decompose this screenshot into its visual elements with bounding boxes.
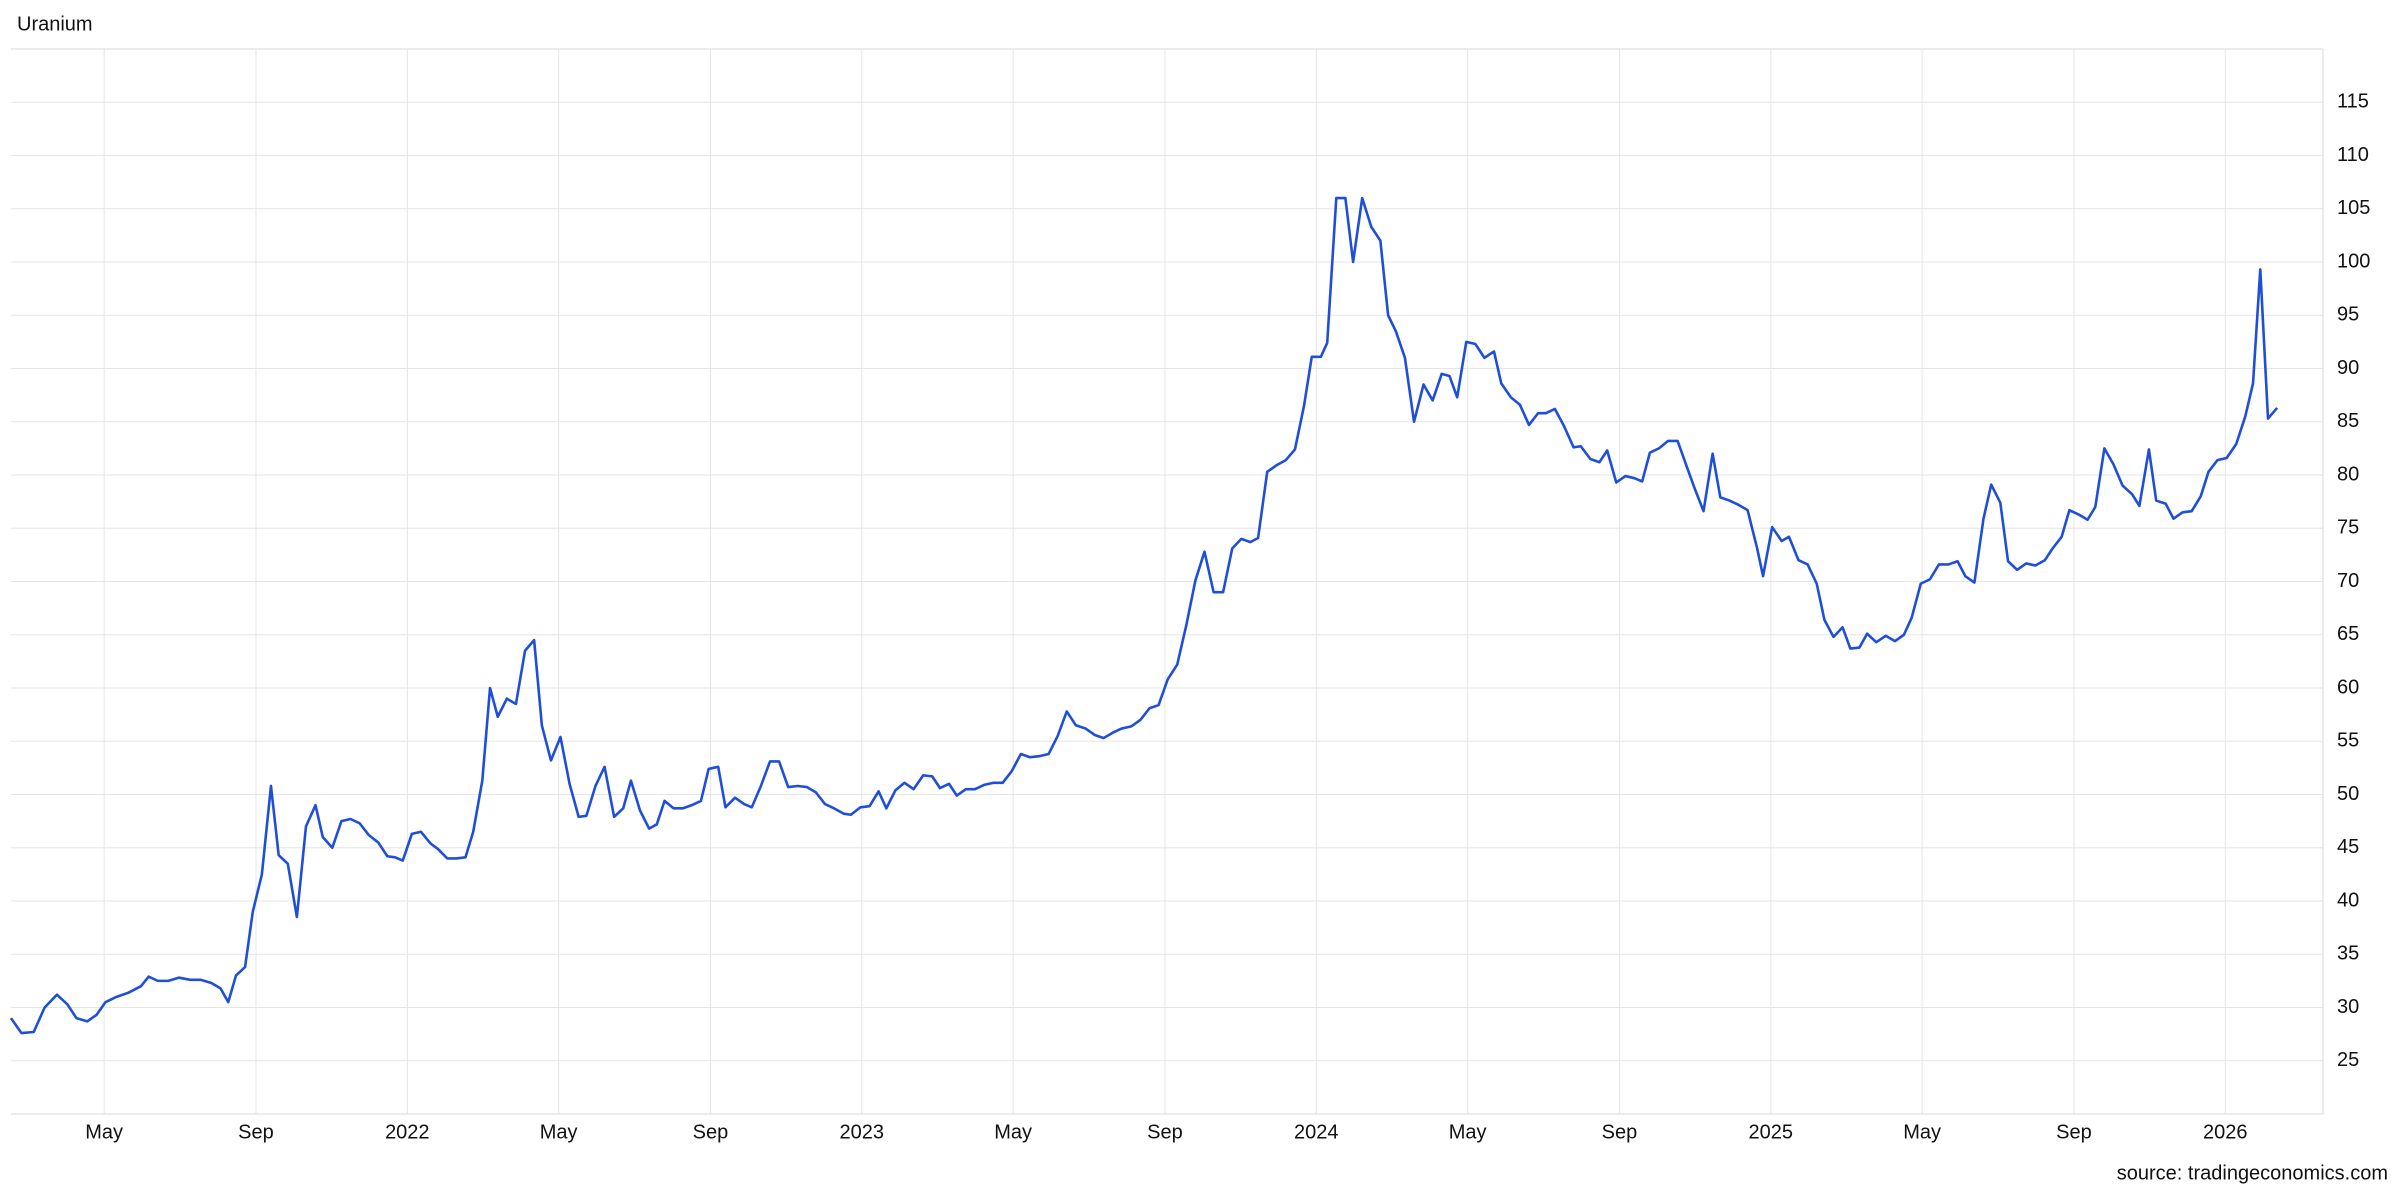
y-tick-label: 110 (2337, 144, 2369, 166)
x-tick-label: 2024 (1294, 1121, 1339, 1143)
y-tick-label: 70 (2337, 570, 2359, 592)
y-tick-label: 80 (2337, 463, 2359, 485)
y-tick-label: 75 (2337, 517, 2359, 539)
y-tick-label: 25 (2337, 1049, 2359, 1071)
price-line (9, 196, 2279, 1035)
y-tick-label: 115 (2337, 91, 2369, 113)
x-tick-label: May (1903, 1121, 1941, 1143)
x-tick-label: 2026 (2203, 1121, 2248, 1143)
y-tick-label: 55 (2337, 730, 2359, 752)
x-tick-label: Sep (2056, 1121, 2092, 1143)
x-tick-label: May (1449, 1121, 1487, 1143)
x-tick-label: May (85, 1121, 123, 1143)
y-tick-label: 85 (2337, 410, 2359, 432)
y-tick-label: 35 (2337, 943, 2359, 965)
x-tick-label: May (994, 1121, 1032, 1143)
x-tick-label: Sep (238, 1121, 274, 1143)
x-tick-label: Sep (693, 1121, 729, 1143)
y-tick-label: 40 (2337, 889, 2359, 911)
x-tick-label: 2025 (1749, 1121, 1794, 1143)
y-tick-label: 65 (2337, 623, 2359, 645)
y-tick-label: 45 (2337, 836, 2359, 858)
source-note: source: tradingeconomics.com (2117, 1162, 2388, 1184)
y-tick-label: 100 (2337, 250, 2370, 272)
x-tick-label: May (540, 1121, 578, 1143)
x-tick-label: 2023 (840, 1121, 885, 1143)
y-tick-label: 30 (2337, 996, 2359, 1018)
y-tick-label: 50 (2337, 783, 2359, 805)
x-tick-label: Sep (1602, 1121, 1638, 1143)
chart-title: Uranium (17, 13, 93, 35)
y-tick-label: 95 (2337, 304, 2359, 326)
y-tick-label: 90 (2337, 357, 2359, 379)
y-tick-label: 60 (2337, 676, 2359, 698)
x-tick-label: 2022 (385, 1121, 430, 1143)
x-tick-label: Sep (1147, 1121, 1183, 1143)
y-tick-label: 105 (2337, 197, 2370, 219)
